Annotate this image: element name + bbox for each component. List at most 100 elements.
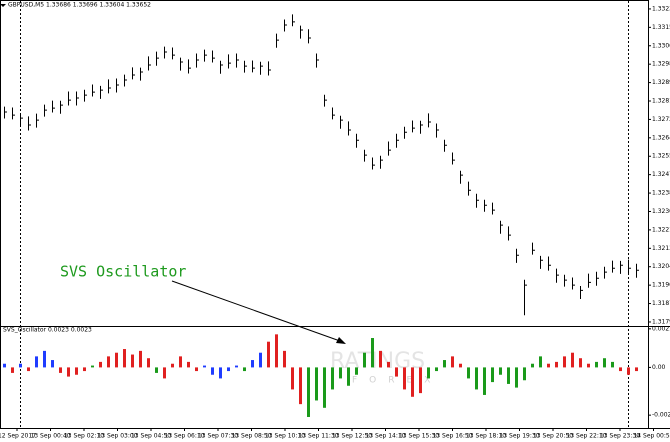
price-bar [500, 220, 503, 234]
price-bar [428, 113, 431, 128]
oscillator-bar [251, 360, 254, 368]
price-bar [4, 106, 7, 119]
price-bar [436, 123, 439, 138]
oscillator-bar [59, 367, 62, 373]
y-tick-label: 1.31960 [652, 282, 670, 289]
x-tick-label: 13 Sep 00:40 [30, 433, 70, 440]
price-bar [284, 19, 287, 32]
oscillator-bar [3, 363, 6, 368]
price-bar [108, 79, 111, 94]
oscillator-bar [139, 350, 142, 368]
oscillator-bar [35, 356, 38, 368]
oscillator-bar [619, 367, 622, 372]
price-bar [36, 113, 39, 128]
oscillator-bar [339, 367, 342, 379]
price-bar [452, 152, 455, 165]
y-tick-label: 1.33235 [652, 5, 670, 12]
oscillator-bar [403, 367, 406, 390]
oscillator-bar [171, 363, 174, 368]
x-tick-label: 13 Sep 07:30 [198, 433, 238, 440]
x-tick-label: 12 Sep 2017 [0, 433, 36, 440]
y-tick-label: 1.32555 [652, 153, 670, 160]
price-bar [620, 260, 623, 274]
price-bar [236, 53, 239, 68]
oscillator-bar [299, 367, 302, 405]
price-bar [412, 120, 415, 133]
oscillator-bar [211, 367, 214, 375]
x-tick-label: 14 Sep 00:50 [633, 433, 670, 440]
x-tick-label: 13 Sep 03:00 [97, 433, 137, 440]
oscillator-bar [411, 367, 414, 397]
oscillator-bar [611, 361, 614, 368]
oscillator-bar [203, 365, 206, 368]
x-tick-label: 13 Sep 22:10 [566, 433, 606, 440]
y-tick-label: 1.33150 [652, 24, 670, 31]
x-tick-label: 13 Sep 19:30 [499, 433, 539, 440]
oscillator-bar [563, 356, 566, 368]
price-bar [292, 14, 295, 27]
oscillator-bar [91, 365, 94, 368]
price-bar [444, 139, 447, 152]
oscillator-bar [499, 367, 502, 375]
x-tick-label: 13 Sep 18:10 [466, 433, 506, 440]
price-bar [388, 141, 391, 156]
x-tick-label: 13 Sep 23:30 [600, 433, 640, 440]
y-tick-label: -0.0026 [652, 412, 670, 419]
x-tick-label: 13 Sep 10:10 [265, 433, 305, 440]
price-bar [244, 60, 247, 73]
price-bar [20, 113, 23, 127]
price-bar [476, 193, 479, 208]
price-bar [28, 116, 31, 131]
oscillator-bar [483, 367, 486, 395]
price-bar [484, 199, 487, 212]
y-tick-label: 1.32725 [652, 116, 670, 123]
oscillator-bar [467, 367, 470, 379]
price-bar [612, 260, 615, 273]
price-bar [460, 170, 463, 184]
oscillator-bar [491, 367, 494, 383]
oscillator-bar [235, 365, 238, 368]
y-tick-label: 1.31790 [652, 318, 670, 325]
price-bar [204, 49, 207, 62]
oscillator-bar [259, 352, 262, 368]
oscillator-bar [19, 363, 22, 368]
oscillator-bar [515, 367, 518, 388]
oscillator-bar [67, 367, 70, 377]
oscillator-bar [123, 349, 126, 368]
price-bar [140, 67, 143, 81]
x-tick-label: 13 Sep 20:50 [533, 433, 573, 440]
oscillator-bar [355, 367, 358, 375]
price-bar [468, 181, 471, 196]
oscillator-bar [531, 363, 534, 368]
oscillator-bar [579, 358, 582, 368]
price-bar [100, 85, 103, 99]
y-tick-label: 1.32980 [652, 61, 670, 68]
arrow-head [336, 337, 346, 344]
price-bar [212, 50, 215, 63]
price-bar [196, 53, 199, 68]
price-bar [172, 47, 175, 60]
x-tick-label: 13 Sep 04:50 [131, 433, 171, 440]
price-bar [92, 84, 95, 97]
oscillator-bar [195, 367, 198, 372]
x-tick-label: 13 Sep 12:50 [332, 433, 372, 440]
oscillator-bar [435, 367, 438, 372]
price-bar [372, 157, 375, 170]
price-bar [76, 91, 79, 106]
annotation: SVS Oscillator [60, 263, 186, 281]
price-bar [604, 266, 607, 279]
oscillator-bar [363, 352, 366, 368]
y-tick-label: 1.32810 [652, 98, 670, 105]
oscillator-bar [595, 361, 598, 368]
price-bar [532, 242, 535, 255]
y-tick-label: 0.00 [652, 364, 666, 371]
oscillator-bar [227, 367, 230, 372]
price-bar [308, 29, 311, 44]
oscillator-title: SVS_Oscillator 0.0023 0.0023 [3, 327, 92, 334]
price-bar [220, 60, 223, 74]
price-bar [596, 271, 599, 286]
price-bar [636, 263, 639, 278]
